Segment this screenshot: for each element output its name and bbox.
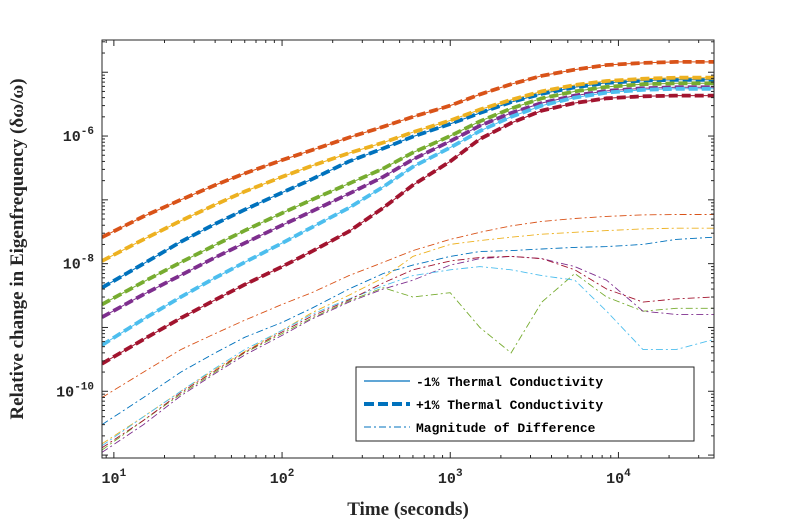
legend-label-minus: -1% Thermal Conductivity: [416, 375, 603, 390]
legend-label-plus: +1% Thermal Conductivity: [416, 398, 603, 413]
difference-line-3: [102, 227, 714, 445]
minus-one-percent-line-6: [102, 88, 714, 346]
difference-line-4: [102, 272, 714, 451]
minus-one-percent-line-4: [102, 82, 714, 305]
series-layer: [102, 60, 714, 453]
difference-line-5: [102, 255, 714, 453]
legend-label-diff: Magnitude of Difference: [416, 421, 596, 436]
y-axis-label: Relative change in Eigenfrequency (δω/ω): [7, 78, 28, 419]
difference-line-2: [102, 236, 714, 425]
legend: -1% Thermal Conductivity +1% Thermal Con…: [355, 366, 695, 442]
minus-one-percent-line-3: [102, 77, 714, 262]
difference-line-6: [102, 266, 714, 447]
difference-line-1: [102, 214, 714, 398]
difference-line-7: [102, 255, 714, 449]
plot-box: [101, 39, 715, 459]
legend-box: [355, 366, 695, 442]
x-axis-label: Time (seconds): [347, 499, 469, 520]
minus-one-percent-line-1: [102, 61, 714, 238]
minus-one-percent-line-7: [102, 95, 714, 365]
